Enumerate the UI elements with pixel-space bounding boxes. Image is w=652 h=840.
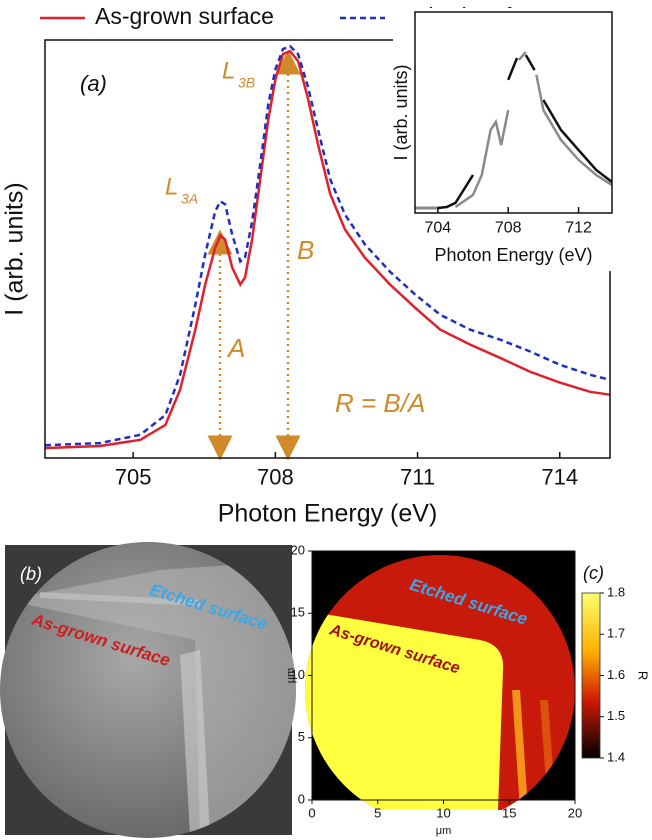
y-tick-label: 5 [298, 729, 305, 744]
legend-label: As-grown surface [95, 3, 274, 29]
colorbar-tick-label: 1.8 [607, 584, 625, 599]
x-tick-label: 0 [308, 805, 315, 820]
x-tick-label: 708 [495, 219, 522, 236]
colorbar-label: R [636, 671, 651, 680]
x-tick-label: 10 [436, 805, 450, 820]
x-axis-label: Photon Energy (eV) [434, 245, 592, 265]
intensity-label: B [297, 235, 314, 265]
colorbar-tick-label: 1.7 [607, 626, 625, 641]
y-tick-label: 15 [291, 605, 305, 620]
x-tick-label: 714 [541, 465, 578, 490]
ratio-label: R = B/A [335, 388, 425, 418]
series-line [44, 49, 611, 450]
panel-label: (b) [20, 564, 42, 584]
x-tick-label: 705 [115, 465, 152, 490]
plot-frame [414, 11, 613, 214]
panel-label: (a) [80, 71, 107, 96]
arrows [207, 49, 301, 461]
intensity-label: A [226, 333, 245, 363]
colorbar-tick-label: 1.6 [607, 667, 625, 682]
x-tick-label: 708 [257, 465, 294, 490]
peak-subscript: 3A [181, 191, 198, 207]
y-tick-label: 10 [291, 667, 305, 682]
ratio-map [305, 551, 601, 810]
colorbar-tick-label: 1.5 [607, 708, 625, 723]
series-line [415, 51, 613, 210]
x-tick-label: 704 [425, 219, 452, 236]
y-tick-label: 0 [298, 791, 305, 806]
y-axis-label: μm [285, 668, 297, 684]
x-tick-label: 15 [502, 805, 516, 820]
x-tick-label: 20 [568, 805, 582, 820]
series-line [415, 54, 613, 210]
y-axis-label: I (arb. units) [391, 64, 411, 160]
panel-label: (c) [583, 563, 604, 583]
peak-label: L [165, 173, 178, 200]
colorbar-tick-label: 1.4 [607, 749, 625, 764]
x-tick-label: 712 [565, 219, 592, 236]
y-tick-label: 20 [291, 542, 305, 557]
series-line [44, 44, 611, 447]
sem-image [0, 542, 296, 838]
x-axis-label: Photon Energy (eV) [218, 500, 438, 528]
peak-label: L [222, 57, 235, 84]
x-tick-label: 5 [374, 805, 381, 820]
x-tick-label: 711 [400, 465, 435, 490]
peak-subscript: 3B [238, 75, 255, 91]
y-axis-label: I (arb. units) [1, 182, 29, 315]
x-axis-label: μm [436, 825, 452, 837]
